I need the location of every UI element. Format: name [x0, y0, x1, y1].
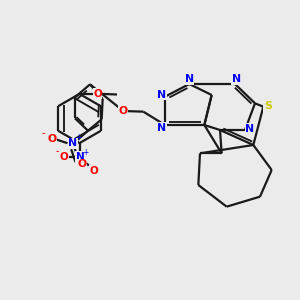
Text: O: O	[89, 166, 98, 176]
Text: O: O	[78, 160, 87, 170]
Text: +: +	[82, 148, 88, 157]
Text: S: S	[264, 101, 272, 111]
Text: N: N	[245, 124, 254, 134]
Text: N: N	[157, 90, 166, 100]
Text: -: -	[56, 146, 59, 157]
Text: +: +	[75, 133, 82, 142]
Text: -: -	[41, 128, 45, 138]
Text: N: N	[76, 152, 85, 162]
Text: O: O	[60, 152, 69, 162]
Text: O: O	[47, 134, 56, 144]
Text: N: N	[157, 123, 166, 133]
Text: N: N	[185, 74, 194, 85]
Text: N: N	[232, 74, 241, 85]
Text: N: N	[68, 138, 77, 148]
Text: O: O	[93, 89, 102, 99]
Text: O: O	[119, 106, 128, 116]
